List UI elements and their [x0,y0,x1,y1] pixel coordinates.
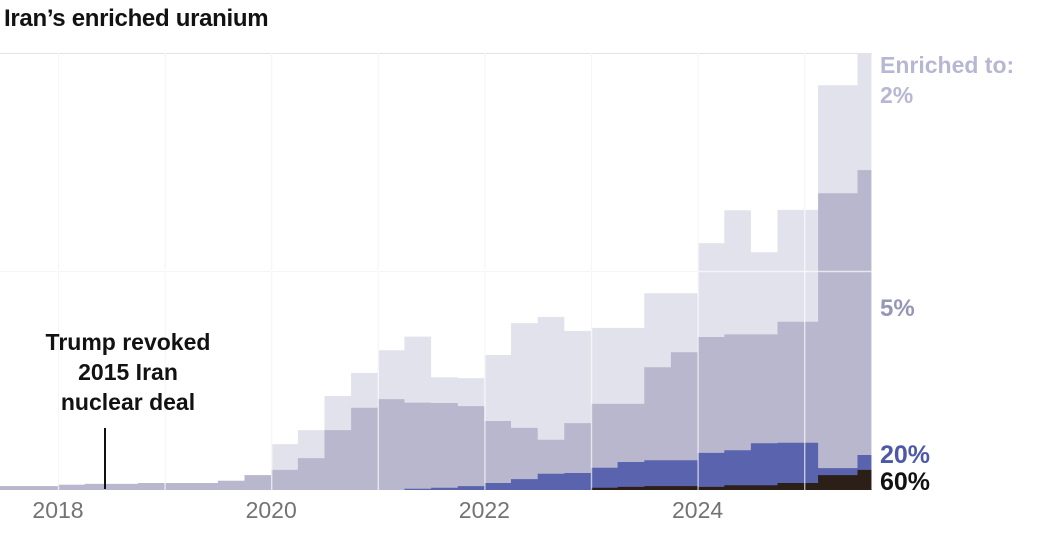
annotation-line-1: Trump revoked [45,329,211,355]
stacked-area-plot [0,53,872,490]
chart-title: Iran’s enriched uranium [4,5,269,32]
area-60-percent [0,469,872,490]
x-tick-label-2020: 2020 [245,497,297,523]
legend-heading: Enriched to: [880,52,1015,78]
annotation-line-2: 2015 Iran [78,359,178,385]
x-tick-label-2024: 2024 [672,497,724,523]
annotation-pointer-line [104,428,106,489]
area-20-percent [0,442,872,490]
legend-label-20-percent: 20% [880,441,931,469]
legend-label-2-percent: 2% [880,82,914,108]
x-axis: 2018 2020 2022 2024 [0,497,872,527]
legend-label-60-percent: 60% [880,468,931,496]
annotation-line-3: nuclear deal [60,389,196,415]
x-tick-label-2018: 2018 [32,497,84,523]
area-5-percent [0,170,872,490]
x-tick-label-2022: 2022 [458,497,510,523]
annotation-text: Trump revoked 2015 Iran nuclear deal [18,327,238,417]
legend-label-5-percent: 5% [880,295,915,322]
